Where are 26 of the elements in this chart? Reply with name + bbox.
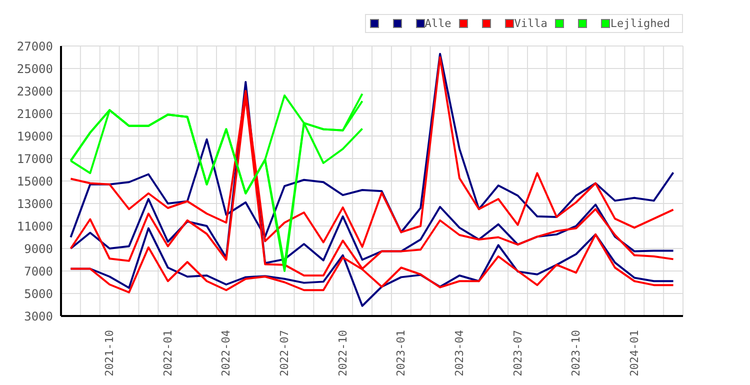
y-tick-label: 19000 <box>16 129 53 144</box>
legend-label: Alle <box>424 17 452 30</box>
y-tick-label: 13000 <box>16 196 53 211</box>
x-tick-label: 2022-10 <box>336 330 350 376</box>
legend-label: Villa <box>514 17 548 30</box>
x-tick-label: 2023-04 <box>452 330 466 376</box>
y-tick-label: 3000 <box>24 309 53 324</box>
y-tick-label: 9000 <box>24 242 53 256</box>
legend-label: Lejlighed <box>610 17 670 30</box>
x-tick-label: 2023-01 <box>394 330 408 376</box>
y-tick-label: 27000 <box>16 39 53 54</box>
y-tick-label: 25000 <box>16 62 53 76</box>
y-tick-label: 21000 <box>16 106 53 121</box>
y-tick-label: 5000 <box>24 286 53 301</box>
x-tick-label: 2021-10 <box>103 330 116 376</box>
x-tick-label: 2022-07 <box>278 330 292 376</box>
x-tick-label: 2023-07 <box>511 330 524 376</box>
y-tick-label: 7000 <box>24 264 53 278</box>
y-tick-label: 15000 <box>16 174 53 188</box>
x-tick-label: 2022-04 <box>220 330 233 376</box>
x-tick-label: 2024-01 <box>628 330 641 376</box>
x-tick-label: 2022-01 <box>161 330 174 376</box>
y-tick-label: 17000 <box>16 152 53 166</box>
y-tick-label: 11000 <box>16 219 53 234</box>
y-tick-label: 23000 <box>16 84 53 98</box>
x-tick-label: 2023-10 <box>570 330 583 376</box>
